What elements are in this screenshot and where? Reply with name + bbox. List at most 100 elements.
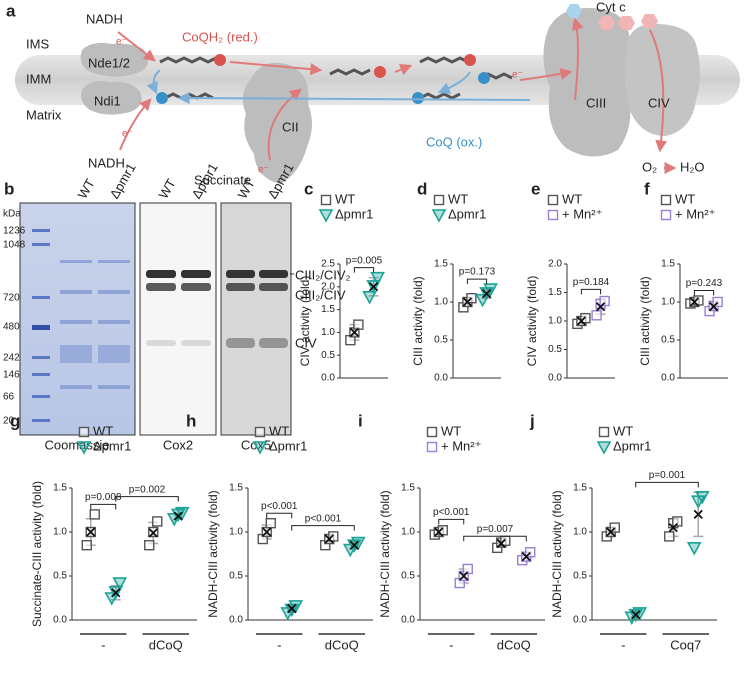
point xyxy=(609,522,620,533)
lane-label: WT xyxy=(156,176,179,201)
y-tick-label: 1.5 xyxy=(401,483,415,494)
legend-marker xyxy=(598,426,610,438)
legend-marker xyxy=(547,194,559,206)
point xyxy=(89,509,100,520)
y-tick-label: 0.5 xyxy=(401,571,415,582)
point xyxy=(694,491,710,505)
mean-marker xyxy=(459,571,469,581)
mean-marker xyxy=(606,527,616,537)
y-tick-label: 0.0 xyxy=(573,615,587,626)
mean-marker xyxy=(434,527,444,537)
point xyxy=(462,563,473,575)
band-label: CIII₂/CIV xyxy=(295,287,346,302)
panel-label: f xyxy=(644,179,650,198)
legend-marker xyxy=(426,426,438,438)
legend-label: Δpmr1 xyxy=(335,206,373,221)
cyt-c-icon xyxy=(598,14,658,30)
mean-marker xyxy=(349,327,360,338)
panel-label: b xyxy=(4,179,14,198)
region-label: IMS xyxy=(26,36,49,51)
point xyxy=(112,577,128,591)
point xyxy=(591,310,602,321)
point xyxy=(525,547,536,558)
ladder-label: 1236 xyxy=(3,226,26,237)
western-bands xyxy=(146,270,288,348)
point xyxy=(362,291,377,305)
lane-label: WT xyxy=(75,176,98,201)
y-tick-label: 0.0 xyxy=(53,615,67,626)
panel-b: b kDa xyxy=(3,179,294,436)
y-tick-label: 1.5 xyxy=(661,259,675,270)
y-axis-label: NADH-CIII activity (fold) xyxy=(550,490,564,617)
gel-panel-label: Cox2 xyxy=(163,437,193,452)
x-tick-label: Coq7 xyxy=(670,637,701,652)
point xyxy=(672,516,683,527)
legend-marker xyxy=(660,209,672,221)
point xyxy=(144,540,155,551)
mean-marker xyxy=(496,538,506,549)
comparison-bracket xyxy=(463,535,527,542)
x-tick-label: dCoQ xyxy=(497,637,531,652)
chart: i WT+ Mn²⁺ NADH-CIII activity (fold) 0.0 0.5… xyxy=(358,411,545,652)
panel-label: j xyxy=(529,411,535,430)
cii-label: CII xyxy=(282,119,299,134)
p-value: p<0.001 xyxy=(261,501,298,512)
gel-coomassie xyxy=(19,202,136,436)
point xyxy=(599,295,610,307)
mean-marker xyxy=(631,610,641,620)
point xyxy=(370,271,385,286)
y-tick-label: 1.5 xyxy=(573,483,587,494)
y-tick-label: 0.5 xyxy=(321,350,335,361)
comparison-bracket xyxy=(266,512,293,519)
mean-marker xyxy=(287,603,297,614)
legend-label: + Mn²⁺ xyxy=(675,206,715,221)
mean-marker xyxy=(576,316,587,326)
mean-marker xyxy=(521,552,531,562)
legend-label: WT xyxy=(448,191,468,206)
y-axis-label: CIV activity (fold) xyxy=(525,276,539,367)
sample-bands xyxy=(60,260,130,389)
y-tick-label: 1.0 xyxy=(401,527,415,538)
chart: e WT+ Mn²⁺ CIV activity (fold) 0.0 0.5 1.0 1.5… xyxy=(525,179,615,384)
y-axis-label: CIII activity (fold) xyxy=(411,276,425,365)
cytc-label: Cyt c xyxy=(596,0,626,14)
point xyxy=(328,531,339,542)
ndi-label: Ndi1 xyxy=(94,93,121,108)
region-label: IMM xyxy=(26,71,51,86)
ladder-label: 146 xyxy=(3,370,20,381)
legend-label: WT xyxy=(441,423,461,438)
y-tick-label: 0.5 xyxy=(661,335,675,346)
gel-cox2 xyxy=(139,202,217,436)
panel-label: d xyxy=(417,179,427,198)
mean-marker xyxy=(668,522,678,533)
y-tick-label: 2.0 xyxy=(321,281,335,292)
p-value: p=0.184 xyxy=(573,277,610,288)
legend-label: WT xyxy=(269,423,289,438)
legend-label: WT xyxy=(93,423,113,438)
y-tick-label: 0.5 xyxy=(53,571,67,582)
h2o-label: H₂O xyxy=(680,159,705,174)
ladder-label: 20 xyxy=(3,416,15,427)
y-tick-label: 1.5 xyxy=(434,259,448,270)
ladder-label: 66 xyxy=(3,392,15,403)
p-value: p=0.005 xyxy=(346,255,383,266)
y-tick-label: 0.0 xyxy=(548,373,562,384)
nadh-label: NADH xyxy=(86,11,123,26)
mean-marker xyxy=(173,511,183,521)
y-axis-label: Succinate-CIII activity (fold) xyxy=(30,481,44,627)
legend-marker xyxy=(320,194,332,206)
comparison-bracket xyxy=(90,503,117,510)
y-tick-label: 1.5 xyxy=(53,483,67,494)
chart: f WT+ Mn²⁺ CIII activity (fold) 0.0 0.5 1.0 1.… xyxy=(638,179,728,384)
y-axis-label: CIV activity (fold) xyxy=(298,276,312,367)
panel-label: e xyxy=(531,179,540,198)
legend-label: Δpmr1 xyxy=(448,206,486,221)
p-value: p=0.173 xyxy=(459,267,496,278)
point xyxy=(265,518,276,529)
point xyxy=(712,296,723,308)
y-tick-label: 1.5 xyxy=(548,287,562,298)
ladder-label: 720 xyxy=(3,293,20,304)
